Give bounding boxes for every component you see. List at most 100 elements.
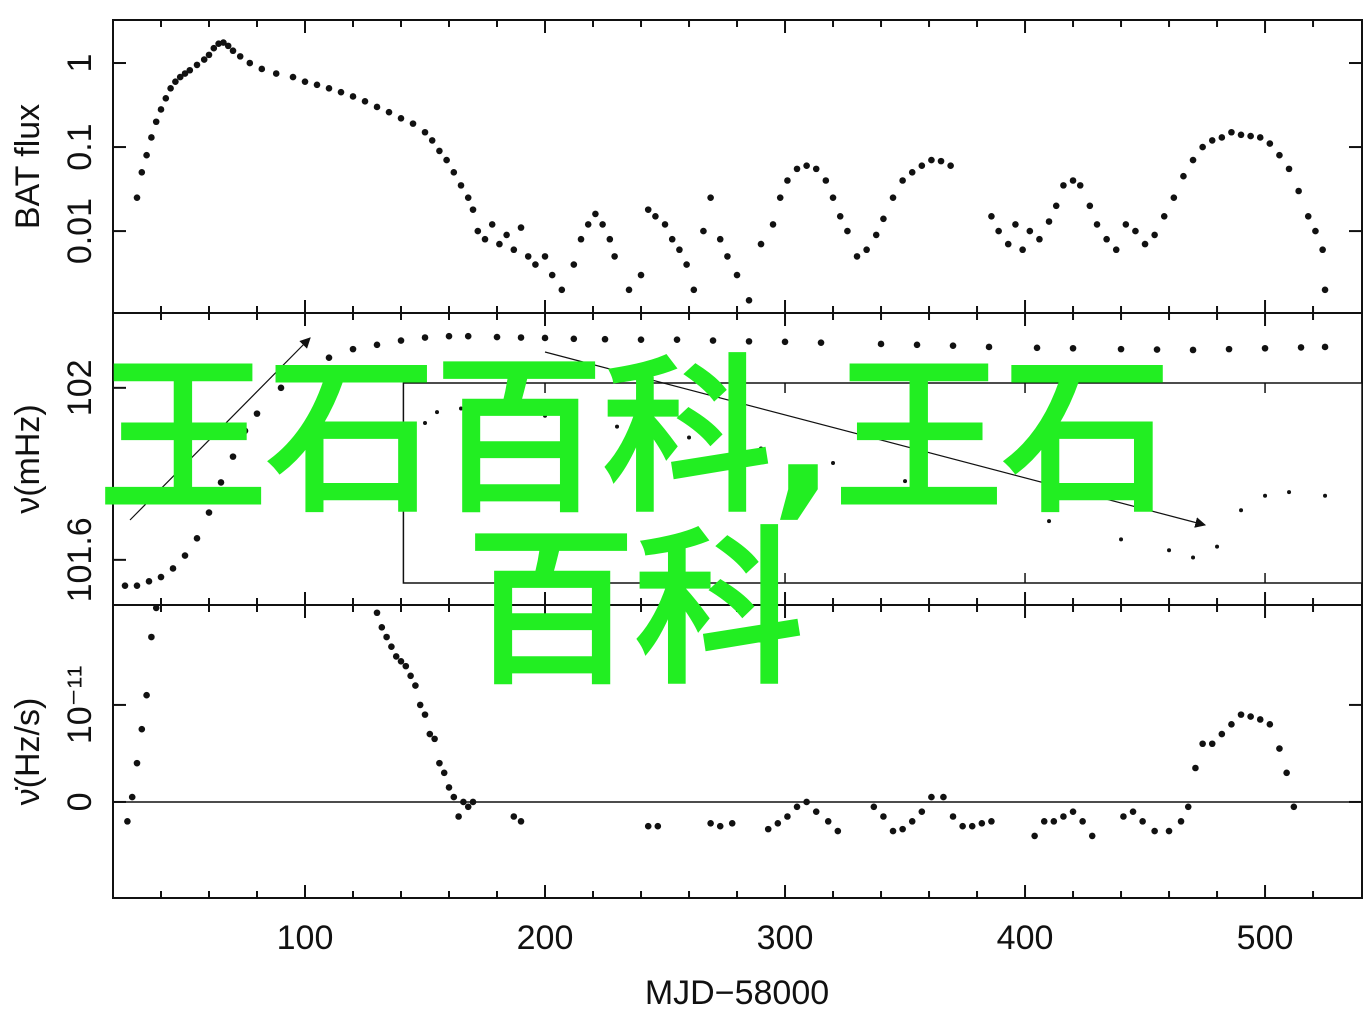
data-point bbox=[822, 177, 830, 184]
data-point bbox=[385, 108, 393, 116]
data-point bbox=[707, 819, 714, 827]
data-point bbox=[1012, 221, 1019, 228]
data-point bbox=[1184, 803, 1192, 811]
inset-point bbox=[975, 497, 980, 502]
data-point bbox=[577, 235, 585, 243]
data-point bbox=[148, 134, 155, 141]
data-point bbox=[978, 819, 986, 827]
data-point bbox=[570, 261, 578, 268]
data-point bbox=[443, 156, 450, 164]
data-point bbox=[928, 793, 935, 801]
y-tick-label: 0.01 bbox=[61, 198, 99, 264]
data-point bbox=[416, 701, 424, 709]
data-point bbox=[205, 509, 213, 516]
data-point bbox=[1218, 730, 1226, 738]
data-point bbox=[503, 231, 510, 239]
data-point bbox=[899, 177, 906, 184]
inset-point bbox=[435, 410, 440, 415]
data-point bbox=[947, 162, 954, 169]
data-point bbox=[421, 334, 429, 341]
data-point bbox=[1151, 231, 1158, 239]
data-point bbox=[1129, 808, 1137, 815]
data-point bbox=[824, 818, 832, 825]
data-point bbox=[157, 106, 165, 113]
data-point bbox=[668, 235, 676, 243]
data-point bbox=[1256, 716, 1264, 723]
x-axis-label: MJD−58000 bbox=[645, 974, 829, 1012]
inset-point bbox=[615, 424, 620, 429]
data-point bbox=[908, 818, 916, 825]
data-point bbox=[863, 246, 870, 254]
data-point bbox=[373, 103, 381, 111]
data-point bbox=[870, 803, 878, 811]
data-point bbox=[397, 337, 405, 344]
data-point bbox=[121, 582, 129, 589]
data-point bbox=[654, 822, 662, 830]
data-point bbox=[436, 147, 443, 155]
inset-point bbox=[1215, 544, 1220, 549]
data-point bbox=[1304, 212, 1312, 220]
y-tick-label: 10⁻¹¹ bbox=[61, 666, 99, 744]
x-tick-label: 400 bbox=[997, 919, 1054, 957]
arrow bbox=[544, 351, 1207, 528]
data-point bbox=[397, 657, 405, 665]
y-tick-label: 0.1 bbox=[61, 123, 99, 170]
data-point bbox=[162, 95, 170, 102]
data-point bbox=[918, 162, 926, 169]
data-point bbox=[493, 333, 501, 341]
data-point bbox=[397, 114, 405, 122]
inset-frame bbox=[402, 382, 1363, 584]
data-point bbox=[388, 643, 395, 651]
y-tick-label: 1 bbox=[61, 54, 99, 73]
data-point bbox=[1112, 246, 1120, 254]
data-point bbox=[510, 246, 518, 254]
data-point bbox=[143, 151, 150, 159]
data-point bbox=[524, 253, 532, 260]
data-point bbox=[793, 803, 801, 811]
y-tick-label: 0 bbox=[61, 792, 99, 811]
data-point bbox=[541, 253, 549, 260]
data-point bbox=[1026, 227, 1034, 235]
data-point bbox=[1189, 346, 1197, 354]
data-point bbox=[176, 73, 184, 81]
data-point bbox=[1228, 128, 1235, 136]
data-point bbox=[378, 624, 386, 631]
data-point bbox=[481, 235, 489, 243]
data-point bbox=[464, 332, 472, 340]
data-point bbox=[157, 573, 165, 581]
data-point bbox=[1283, 769, 1290, 777]
inset-point bbox=[543, 413, 548, 418]
data-point bbox=[637, 271, 645, 279]
data-point bbox=[877, 340, 885, 348]
data-point bbox=[412, 682, 419, 689]
data-point bbox=[181, 552, 189, 559]
data-point bbox=[301, 367, 309, 374]
data-point bbox=[908, 169, 916, 176]
data-point bbox=[148, 633, 155, 641]
data-point bbox=[889, 194, 897, 201]
data-point bbox=[880, 813, 887, 820]
data-point bbox=[428, 137, 436, 144]
inset-point bbox=[401, 453, 406, 458]
data-point bbox=[440, 769, 448, 777]
arrow bbox=[129, 337, 311, 521]
data-point bbox=[1266, 721, 1274, 728]
data-point bbox=[1088, 832, 1096, 840]
data-point bbox=[584, 221, 592, 228]
data-point bbox=[829, 194, 837, 201]
data-point bbox=[637, 336, 645, 343]
data-point bbox=[959, 822, 966, 830]
data-point bbox=[186, 66, 194, 74]
data-point bbox=[1033, 344, 1041, 352]
data-point bbox=[469, 798, 477, 806]
data-point bbox=[277, 384, 285, 392]
data-point bbox=[558, 286, 566, 294]
data-point bbox=[220, 39, 227, 46]
data-point bbox=[1019, 246, 1026, 254]
data-point bbox=[496, 240, 503, 248]
data-point bbox=[373, 341, 381, 349]
data-point bbox=[1237, 711, 1245, 718]
data-point bbox=[373, 609, 381, 617]
data-point bbox=[460, 798, 467, 806]
